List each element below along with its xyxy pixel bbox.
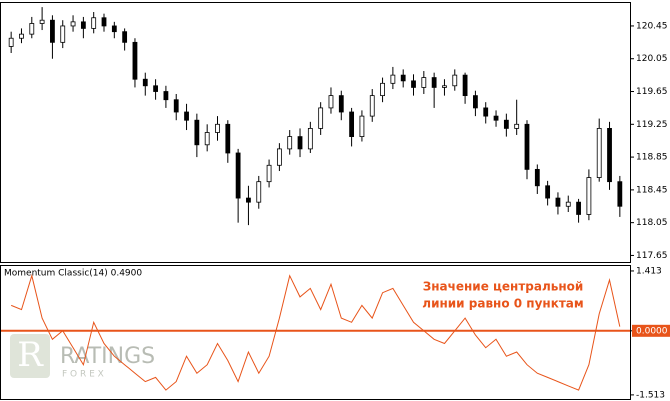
candle-body — [60, 25, 66, 43]
candle-body — [503, 119, 509, 129]
candle-body — [534, 168, 540, 187]
price-panel — [0, 2, 631, 263]
y-tick-label: 119.25 — [636, 120, 668, 130]
candle-body — [80, 21, 86, 29]
y-tick-label: 120.05 — [636, 54, 668, 64]
y-tick-label: 119.65 — [636, 87, 668, 97]
watermark-logo — [10, 334, 50, 378]
candle-body — [318, 107, 324, 129]
candle-body — [142, 78, 148, 87]
candle-body — [338, 95, 344, 113]
candle-body — [576, 201, 581, 215]
candle-body — [493, 115, 499, 121]
candle-body — [483, 107, 489, 117]
candle-body — [607, 128, 612, 183]
candle-body — [565, 201, 571, 207]
watermark-letter: R — [17, 335, 44, 375]
candle-body — [50, 19, 55, 43]
candle-body — [555, 197, 561, 207]
candle-body — [235, 152, 241, 199]
candle-body — [287, 136, 293, 150]
candle-body — [400, 74, 406, 82]
candle-body — [246, 197, 251, 203]
y-tick-label: 118.45 — [636, 185, 668, 195]
candle-body — [256, 181, 262, 203]
candle-body — [421, 77, 427, 88]
candle-body — [8, 37, 14, 47]
y-tick-label: 118.05 — [636, 218, 668, 228]
candle-body — [91, 17, 97, 29]
candle-body — [380, 82, 385, 97]
candle-body — [307, 128, 313, 150]
candle-body — [514, 123, 520, 129]
candle-body — [596, 128, 602, 178]
candle-body — [369, 95, 375, 117]
candle-body — [266, 164, 272, 183]
candle-body — [545, 185, 551, 199]
candle-body — [452, 74, 458, 87]
candle-body — [390, 74, 396, 84]
annotation: Значение центральной — [423, 280, 584, 294]
candle-body — [359, 115, 365, 137]
y-tick-label: 1.413 — [636, 266, 662, 276]
watermark-sub: F O R E X — [62, 370, 104, 380]
candle-body — [19, 33, 24, 39]
momentum-panel — [0, 265, 631, 400]
candle-body — [204, 132, 210, 146]
candle-body — [153, 85, 158, 92]
candle-body — [524, 123, 530, 170]
y-tick-label: 118.85 — [636, 153, 668, 163]
candle-body — [225, 123, 231, 154]
candle-body — [101, 17, 107, 27]
candle-body — [276, 148, 282, 166]
candle-body — [328, 95, 334, 109]
candle-body — [163, 91, 169, 101]
candle-body — [462, 74, 468, 97]
candle-body — [173, 99, 179, 113]
candle-body — [215, 123, 220, 133]
candle-body — [194, 119, 200, 146]
candle-body — [349, 111, 355, 137]
candle-body — [473, 95, 478, 109]
candle-body — [431, 77, 437, 88]
candle-body — [122, 31, 128, 43]
candle-body — [29, 23, 35, 35]
y-tick-label: 120.45 — [636, 21, 668, 31]
y-tick-label: 117.65 — [636, 251, 668, 261]
y-tick-label: -1.513 — [636, 390, 665, 400]
candle-body — [70, 21, 76, 27]
y-tick-highlight — [632, 324, 670, 337]
indicator-title: Momentum Classic(14) 0.4900 — [4, 269, 142, 279]
momentum-line — [11, 273, 621, 391]
watermark: R — [10, 334, 50, 378]
annotation: линии равно 0 пунктам — [422, 297, 583, 311]
candle-body — [111, 25, 117, 33]
candle-body — [411, 80, 416, 88]
y-tick-label: 0.0000 — [636, 326, 668, 336]
candle-body — [132, 41, 138, 80]
candle-body — [39, 19, 45, 24]
candle-body — [617, 181, 623, 207]
candle-body — [442, 85, 447, 88]
candle-body — [586, 177, 592, 215]
candle-body — [184, 111, 189, 121]
candle-body — [297, 136, 303, 150]
